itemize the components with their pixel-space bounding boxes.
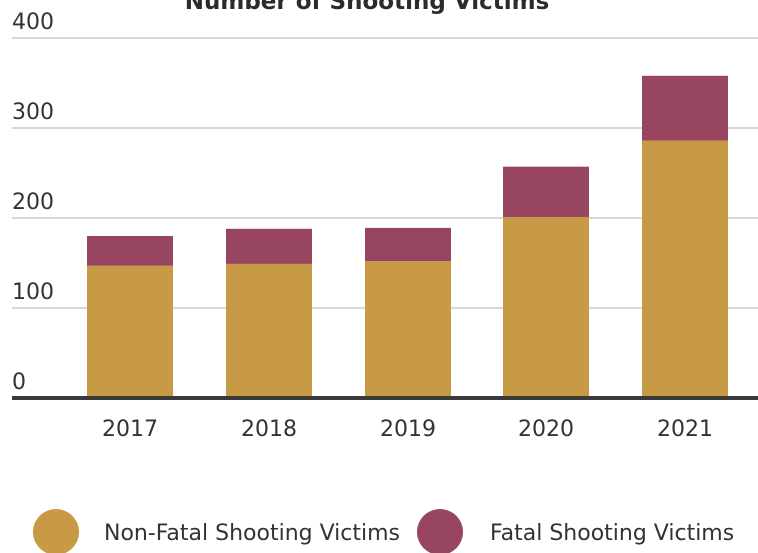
- y-tick-label: 200: [12, 190, 54, 215]
- bar-2021-non-fatal: [642, 140, 728, 398]
- chart-title: Number of Shooting Victims: [185, 0, 550, 15]
- y-tick-label: 0: [12, 370, 26, 395]
- x-tick-label-2019: 2019: [380, 417, 436, 442]
- legend-label-non-fatal: Non-Fatal Shooting Victims: [104, 521, 400, 546]
- x-tick-label-2018: 2018: [241, 417, 297, 442]
- legend: Non-Fatal Shooting Victims Fatal Shooting…: [33, 509, 734, 553]
- y-tick-label: 300: [12, 100, 54, 125]
- bar-2021-fatal: [642, 75, 728, 141]
- legend-label-fatal: Fatal Shooting Victims: [490, 521, 734, 546]
- bar-2020-non-fatal: [503, 217, 589, 398]
- bars: [87, 75, 728, 398]
- legend-marker-fatal: [417, 509, 463, 553]
- y-tick-label: 100: [12, 280, 54, 305]
- bar-2019-non-fatal: [365, 261, 451, 398]
- bar-2017-fatal: [87, 236, 173, 266]
- bar-2018-fatal: [226, 228, 312, 264]
- x-axis-ticks: 2017 2018 2019 2020 2021: [102, 417, 713, 442]
- y-tick-label: 400: [12, 10, 54, 35]
- bar-2019-fatal: [365, 227, 451, 262]
- x-tick-label-2017: 2017: [102, 417, 158, 442]
- x-tick-label-2020: 2020: [518, 417, 574, 442]
- x-tick-label-2021: 2021: [657, 417, 713, 442]
- bar-2018-non-fatal: [226, 263, 312, 398]
- legend-marker-non-fatal: [33, 509, 79, 553]
- y-axis-ticks: 0 100 200 300 400: [12, 10, 54, 395]
- bar-2020-fatal: [503, 166, 589, 218]
- bar-2017-non-fatal: [87, 265, 173, 398]
